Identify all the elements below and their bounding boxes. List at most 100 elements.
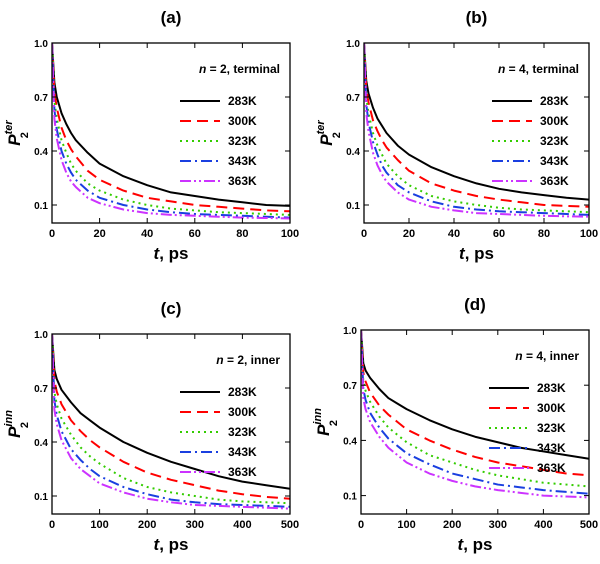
y-tick-label: 0.4: [34, 147, 48, 158]
y-axis-label-sub: 2: [331, 132, 343, 138]
y-tick-label: 0.1: [343, 492, 357, 503]
x-tick-label: 20: [93, 228, 105, 240]
x-axis-label-var: t: [459, 244, 466, 263]
x-tick-label: 100: [90, 519, 108, 531]
y-tick-label: 0.1: [346, 201, 360, 212]
y-axis-label-main: P: [314, 424, 333, 436]
series-line-300K: [364, 43, 589, 208]
series-line-300K: [52, 334, 290, 500]
y-axis-label: Pter 2: [3, 120, 31, 146]
legend-label-300K: 300K: [228, 405, 257, 419]
x-tick-label: 100: [580, 228, 598, 240]
y-tick-label: 0.7: [346, 93, 360, 104]
y-axis-label-sub: 2: [328, 420, 340, 426]
x-axis-label-var: t: [154, 244, 161, 263]
legend-label-363K: 363K: [228, 465, 257, 479]
x-tick-label: 500: [580, 519, 598, 531]
x-tick-label: 60: [493, 228, 505, 240]
x-tick-label: 500: [281, 519, 299, 531]
x-tick-label: 200: [138, 519, 156, 531]
y-axis-label-sup: ter: [3, 120, 15, 135]
y-axis-label: Pter 2: [315, 120, 343, 146]
y-tick-label: 0.7: [34, 384, 48, 395]
y-tick-label: 1.0: [34, 39, 48, 50]
x-tick-label: 100: [281, 228, 299, 240]
legend-label-343K: 343K: [537, 441, 566, 455]
annotation-value: = 4, inner: [523, 349, 580, 363]
x-axis-label-unit: , ps: [463, 535, 492, 554]
annotation-n: n: [515, 349, 522, 363]
x-axis-label-unit: , ps: [159, 535, 188, 554]
panel-annotation: n = 2, inner: [216, 353, 280, 367]
x-tick-label: 80: [538, 228, 550, 240]
x-axis-label: t, ps: [154, 535, 189, 554]
y-axis-label-sub: 2: [19, 422, 31, 428]
x-axis-label-var: t: [458, 535, 465, 554]
y-tick-label: 0.7: [34, 93, 48, 104]
chart-panel-4: (d) 0 100 200 300 400 500 0.1 0.4 0.7 1.0 t, ps Pinn…: [312, 295, 598, 554]
x-tick-label: 40: [448, 228, 460, 240]
legend-label-343K: 343K: [228, 445, 257, 459]
y-tick-label: 0.4: [343, 436, 357, 447]
legend-label-363K: 363K: [228, 174, 257, 188]
x-tick-label: 40: [141, 228, 153, 240]
y-axis-label-sub: 2: [19, 132, 31, 138]
x-tick-label: 400: [233, 519, 251, 531]
annotation-n: n: [216, 353, 223, 367]
series-line-323K: [52, 334, 290, 505]
series-line-283K: [52, 334, 290, 490]
panel-label: (d): [464, 295, 486, 314]
y-tick-label: 0.4: [34, 438, 48, 449]
x-axis-label-unit: , ps: [159, 244, 188, 263]
y-axis-label-main: P: [317, 134, 336, 146]
series-line-283K: [364, 43, 589, 201]
series-line-300K: [361, 330, 589, 477]
plot-frame: [363, 42, 590, 224]
x-tick-label: 400: [534, 519, 552, 531]
y-tick-label: 1.0: [346, 39, 360, 50]
x-tick-label: 300: [186, 519, 204, 531]
series-line-323K: [52, 43, 290, 216]
legend-label-300K: 300K: [537, 401, 566, 415]
chart-panel-3: (c) 0 100 200 300 400 500 0.1 0.4 0.7 1.0 t, ps Pinn…: [3, 299, 299, 554]
series-line-363K: [361, 330, 589, 499]
chart-panel-2: (b) 0 20 40 60 80 100 0.1 0.4 0.7 1.0 t, ps Pter 2 n =…: [315, 8, 598, 263]
annotation-value: = 2, inner: [224, 353, 281, 367]
legend-label-323K: 323K: [228, 134, 257, 148]
panel-label: (b): [466, 8, 488, 27]
x-tick-label: 60: [189, 228, 201, 240]
x-tick-label: 0: [361, 228, 367, 240]
y-axis-label: Pinn 2: [3, 410, 31, 438]
legend-label-300K: 300K: [228, 114, 257, 128]
series-group: [52, 334, 290, 510]
panel-annotation: n = 4, inner: [515, 349, 579, 363]
x-axis-label-unit: , ps: [465, 244, 494, 263]
series-group: [364, 43, 589, 218]
x-tick-label: 0: [49, 228, 55, 240]
legend-label-300K: 300K: [540, 114, 569, 128]
plot-frame: [360, 329, 590, 515]
x-tick-label: 0: [358, 519, 364, 531]
y-tick-label: 0.4: [346, 147, 360, 158]
series-line-363K: [52, 43, 290, 220]
plot-frame: [51, 333, 291, 515]
legend-label-323K: 323K: [537, 421, 566, 435]
panel-annotation: n = 2, terminal: [199, 62, 280, 76]
series-line-300K: [52, 43, 290, 213]
legend-label-283K: 283K: [540, 94, 569, 108]
x-axis-label: t, ps: [459, 244, 494, 263]
annotation-n: n: [199, 62, 206, 76]
series-line-343K: [52, 43, 290, 219]
x-axis-label: t, ps: [458, 535, 493, 554]
x-tick-label: 80: [236, 228, 248, 240]
x-tick-label: 200: [443, 519, 461, 531]
annotation-value: = 4, terminal: [505, 62, 579, 76]
series-line-363K: [52, 334, 290, 510]
plot-frame: [51, 42, 291, 224]
series-line-343K: [364, 43, 589, 216]
panel-label: (c): [161, 299, 182, 318]
series-group: [361, 330, 589, 499]
y-tick-label: 0.7: [343, 381, 357, 392]
legend-label-323K: 323K: [540, 134, 569, 148]
